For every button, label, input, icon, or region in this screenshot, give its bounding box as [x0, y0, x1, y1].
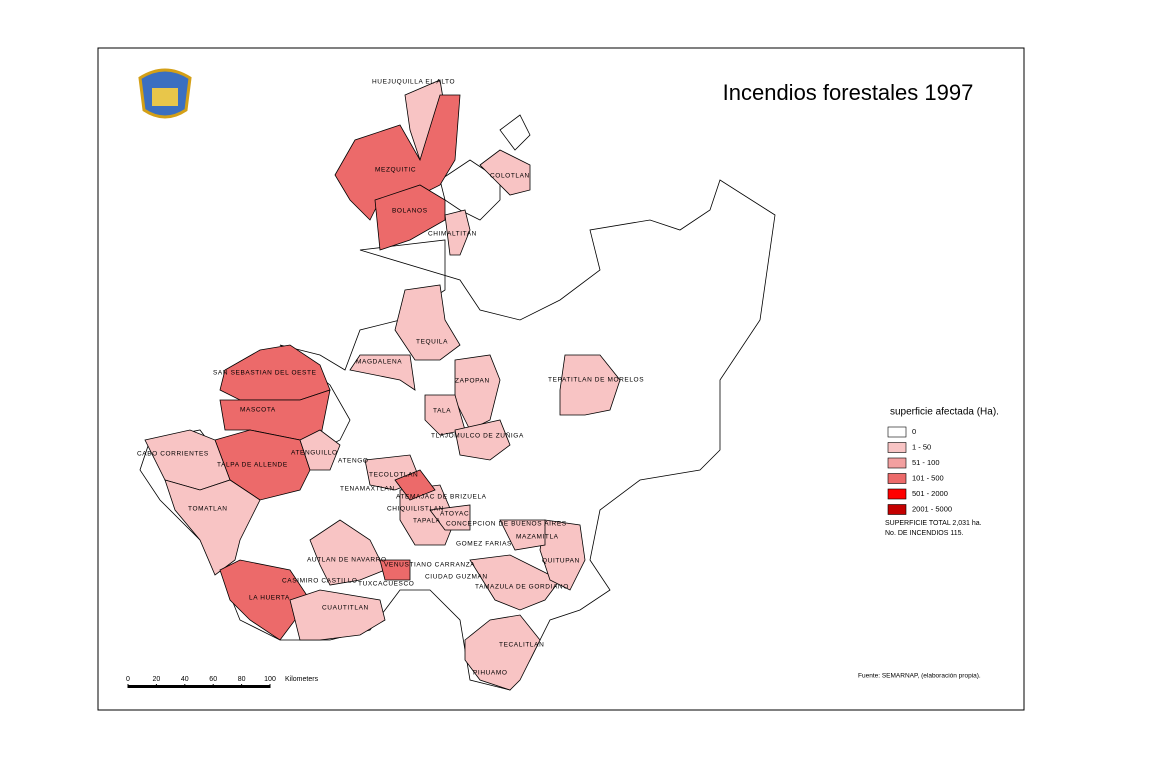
legend-swatch	[887, 504, 907, 515]
scale-label: 60	[209, 676, 217, 683]
legend-note: No. DE INCENDIOS 115.	[885, 530, 964, 537]
municipality-label: CONCEPCION DE BUENOS AIRES	[446, 521, 567, 528]
municipality-label: TALPA DE ALLENDE	[217, 462, 288, 469]
municipality-label: TUXCACUESCO	[358, 581, 414, 588]
legend: superficie afectada (Ha). SUPERFICIE TOT…	[885, 407, 999, 537]
municipality-label: ATOYAC	[440, 511, 469, 518]
municipality-label: CUAUTITLAN	[322, 605, 369, 612]
municipality-label: CIUDAD GUZMAN	[425, 574, 488, 581]
scale-label: 40	[181, 676, 189, 683]
municipality-label: MASCOTA	[240, 407, 276, 414]
municipality-label: BOLANOS	[392, 208, 428, 215]
scale-label: 80	[238, 676, 246, 683]
legend-label: 101 - 500	[912, 473, 944, 482]
municipality-label: CASIMIRO CASTILLO	[282, 578, 358, 585]
municipality-label: TENAMAXTLAN	[340, 486, 395, 493]
municipality-label: SAN SEBASTIAN DEL OESTE	[213, 370, 317, 377]
regions	[139, 79, 776, 691]
scale-unit: Kilometers	[285, 676, 319, 683]
municipality-label: PIHUAMO	[473, 670, 508, 677]
municipality-label: LA HUERTA	[249, 595, 290, 602]
legend-label: 2001 - 5000	[912, 504, 952, 513]
municipality-label: GOMEZ FARIAS	[456, 541, 512, 548]
municipality-label: MEZQUITIC	[375, 167, 416, 174]
map-title: Incendios forestales 1997	[723, 80, 974, 105]
municipality-label: ATENGUILLO	[291, 450, 338, 457]
legend-label: 501 - 2000	[912, 489, 948, 498]
legend-swatch	[887, 457, 907, 469]
source: Fuente: SEMARNAP, (elaboración propia).	[858, 673, 981, 680]
municipality-label: COLOTLAN	[490, 173, 530, 180]
municipality-label: TEPATITLAN DE MORELOS	[548, 377, 644, 384]
legend-label: 0	[912, 427, 916, 436]
legend-title: superficie afectada (Ha).	[890, 407, 999, 418]
municipality-label: TAMAZULA DE GORDIANO	[475, 584, 569, 591]
legend-swatch	[887, 426, 907, 438]
municipality-label: HUEJUQUILLA EL ALTO	[372, 79, 455, 86]
municipality-label: CHIQUILISTLAN	[387, 506, 444, 513]
municipality-label: TLAJOMULCO DE ZUÑIGA	[431, 431, 524, 440]
municipality-label: TECALITLAN	[499, 642, 544, 649]
scale-label: 100	[264, 676, 276, 683]
municipality-label: QUITUPAN	[542, 558, 580, 565]
municipality-label: MAGDALENA	[356, 359, 402, 366]
scale-label: 0	[126, 676, 130, 683]
legend-swatch	[887, 473, 907, 484]
municipality-label: CABO CORRIENTES	[137, 451, 209, 458]
municipality-labels: HUEJUQUILLA EL ALTO MEZQUITIC COLOTLAN BOLA…	[137, 79, 644, 677]
scale-label: 20	[153, 676, 161, 683]
municipality-label: TEQUILA	[416, 339, 448, 346]
municipality-label: AUTLAN DE NAVARRO	[307, 557, 387, 564]
municipality-label: VENUSTIANO CARRANZA	[384, 562, 475, 569]
municipality-label: TECOLOTLAN	[369, 472, 418, 479]
legend-label: 1 - 50	[912, 442, 931, 451]
municipality-label: TOMATLAN	[188, 506, 228, 513]
legend-swatch	[887, 442, 907, 453]
legend-swatch	[887, 488, 907, 500]
legend-label: 51 - 100	[912, 458, 940, 467]
municipality-label: ZAPOPAN	[455, 378, 490, 385]
municipality-label: MAZAMITLA	[516, 534, 559, 541]
municipality-label: TALA	[433, 408, 451, 415]
municipality-label: ATENGO	[338, 458, 369, 465]
legend-note: SUPERFICIE TOTAL 2,031 ha.	[885, 520, 982, 527]
municipality-label: TAPALA	[413, 518, 441, 525]
municipality-label: CHIMALTITAN	[428, 231, 477, 238]
municipality-label: ATEMAJAC DE BRIZUELA	[396, 494, 487, 501]
logo	[138, 68, 192, 119]
scale-bar: 0 20 40 60 80 100 Kilometers	[126, 676, 319, 688]
